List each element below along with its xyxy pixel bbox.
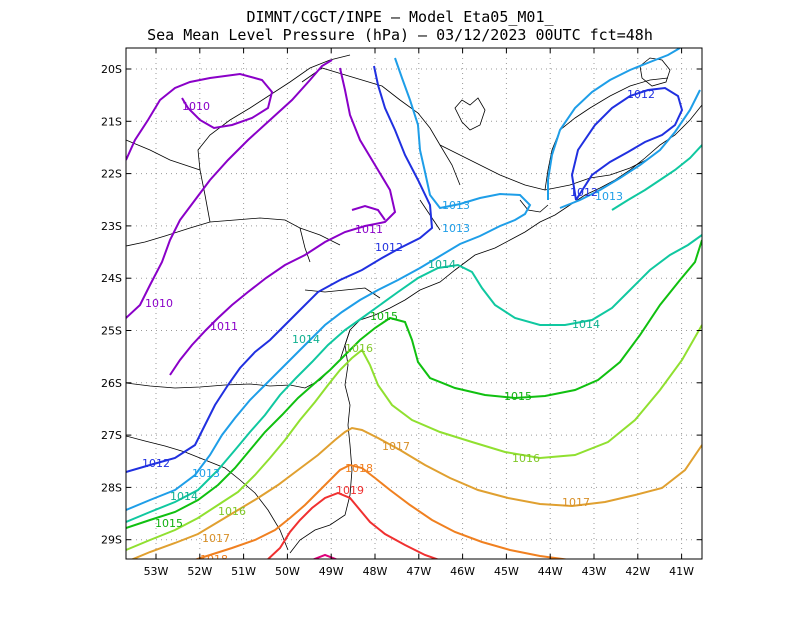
lon-label: 47W	[406, 565, 431, 578]
lat-label: 20S	[101, 63, 122, 76]
lat-label: 29S	[101, 534, 122, 547]
lat-label: 28S	[101, 481, 122, 494]
map-title-line-2: Sea Mean Level Pressure (hPa) – 03/12/20…	[147, 26, 653, 44]
isobar-label-1012: 1012	[142, 457, 170, 470]
latitude-labels: 20S 21S 22S 23S 24S 25S 26S 27S 28S 29S	[101, 63, 122, 547]
isobar-label-1014: 1014	[170, 490, 198, 503]
isobar-label-1011: 1011	[355, 223, 383, 236]
isobars	[126, 48, 702, 559]
plot-frame	[125, 47, 703, 560]
lat-label: 23S	[101, 220, 122, 233]
lat-label: 21S	[101, 115, 122, 128]
lat-label: 27S	[101, 429, 122, 442]
isobar-label-1016: 1016	[345, 342, 373, 355]
isobar-label-1018: 1018	[345, 462, 373, 475]
isobar-label-1016: 1016	[512, 452, 540, 465]
lon-label: 43W	[582, 565, 607, 578]
isobar-label-1013: 1013	[595, 190, 623, 203]
lat-label: 26S	[101, 377, 122, 390]
map-title-line-1: DIMNT/CGCT/INPE – Model Eta05_M01_	[246, 8, 554, 26]
isobar-label-1013: 1013	[442, 199, 470, 212]
graticule	[126, 48, 702, 559]
isobar-label-1012: 1012	[375, 241, 403, 254]
lon-label: 45W	[494, 565, 519, 578]
isobar-label-1019: 1019	[336, 484, 364, 497]
isobar-label-1016: 1016	[218, 505, 246, 518]
lon-label: 51W	[231, 565, 256, 578]
lon-label: 49W	[319, 565, 344, 578]
isobar-label-1014: 1014	[292, 333, 320, 346]
coastline-borders	[126, 54, 702, 554]
lon-label: 46W	[450, 565, 475, 578]
isobar-labels: 1010 1010 1011 1011 1012 1012 1012 1012 …	[142, 88, 655, 566]
isobar-label-1017: 1017	[562, 496, 590, 509]
isobar-label-1017: 1017	[202, 532, 230, 545]
isobar-label-1014: 1014	[428, 258, 456, 271]
axis-ticks	[126, 48, 702, 559]
lon-label: 44W	[538, 565, 563, 578]
isobar-label-1010: 1010	[182, 100, 210, 113]
isobar-label-1011: 1011	[210, 320, 238, 333]
isobar-label-1013: 1013	[442, 222, 470, 235]
isobar-label-1014: 1014	[572, 318, 600, 331]
lon-label: 48W	[363, 565, 388, 578]
isobar-label-1010: 1010	[145, 297, 173, 310]
isobar-label-1015: 1015	[155, 517, 183, 530]
lat-label: 22S	[101, 168, 122, 181]
lon-label: 52W	[187, 565, 212, 578]
isobar-label-1017: 1017	[382, 440, 410, 453]
isobar-label-1012: 1012	[627, 88, 655, 101]
isobar-label-1015: 1015	[370, 310, 398, 323]
isobar-label-1015: 1015	[504, 390, 532, 403]
lon-label: 42W	[625, 565, 650, 578]
isobar-label-1012: 1012	[570, 186, 598, 199]
lat-label: 25S	[101, 325, 122, 338]
isobar-label-1013: 1013	[192, 467, 220, 480]
lat-label: 24S	[101, 272, 122, 285]
lon-label: 53W	[144, 565, 169, 578]
longitude-labels: 53W 52W 51W 50W 49W 48W 47W 46W 45W 44W 43W 42W 41W	[144, 565, 695, 578]
lon-label: 50W	[275, 565, 300, 578]
lon-label: 41W	[669, 565, 694, 578]
isobar-label-1018: 1018	[200, 553, 228, 566]
